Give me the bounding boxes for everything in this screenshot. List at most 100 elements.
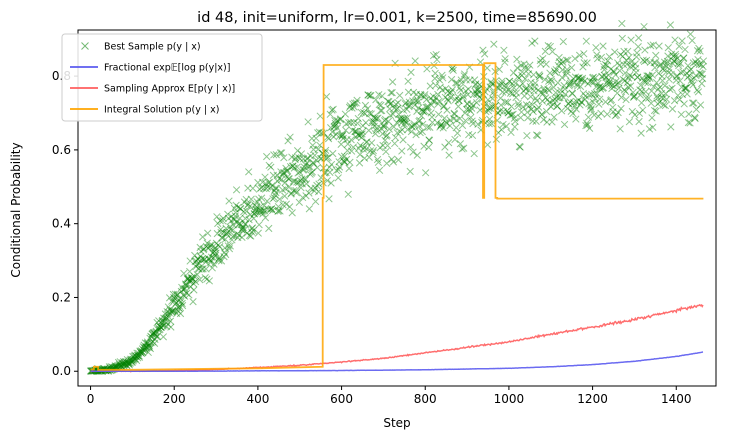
scatter-point <box>391 139 399 148</box>
scatter-point <box>383 131 391 139</box>
scatter-point <box>210 247 219 255</box>
scatter-point <box>356 141 365 150</box>
scatter-point <box>685 67 694 75</box>
scatter-point <box>420 142 428 150</box>
scatter-point <box>524 70 533 78</box>
scatter-point <box>423 65 431 73</box>
scatter-point <box>158 316 167 325</box>
scatter-point <box>614 78 623 87</box>
scatter-point <box>386 111 395 120</box>
scatter-point <box>278 186 287 194</box>
scatter-point <box>635 109 644 117</box>
scatter-point <box>165 294 174 302</box>
scatter-point <box>176 294 184 302</box>
scatter-point <box>425 136 433 144</box>
scatter-point <box>274 203 283 211</box>
scatter-point <box>170 306 179 315</box>
scatter-point <box>287 190 295 198</box>
scatter-point <box>360 143 368 152</box>
scatter-point <box>410 120 419 128</box>
scatter-point <box>538 110 546 119</box>
scatter-point <box>333 117 341 125</box>
scatter-point <box>457 86 465 94</box>
scatter-point <box>436 83 444 91</box>
scatter-point <box>213 229 221 238</box>
scatter-point <box>426 123 434 132</box>
scatter-point <box>637 81 645 89</box>
scatter-point <box>553 102 561 110</box>
scatter-point <box>404 126 412 134</box>
scatter-point <box>252 203 261 211</box>
scatter-point <box>138 347 146 356</box>
scatter-point <box>532 117 540 125</box>
scatter-point <box>240 198 249 206</box>
x-tick-label: 0 <box>87 392 95 406</box>
scatter-point <box>195 265 203 273</box>
scatter-point <box>331 116 339 125</box>
scatter-point <box>127 358 136 366</box>
scatter-point <box>420 93 429 101</box>
scatter-point <box>361 101 370 110</box>
scatter-point <box>506 111 514 119</box>
series-best-sample <box>86 19 708 375</box>
scatter-point <box>424 143 433 151</box>
scatter-point <box>309 145 318 154</box>
scatter-point <box>568 64 576 72</box>
y-axis-label: Conditional Probability <box>9 142 23 277</box>
scatter-point <box>219 214 227 222</box>
scatter-point <box>565 100 573 108</box>
scatter-point <box>630 92 638 100</box>
scatter-point <box>475 93 483 101</box>
scatter-point <box>553 102 562 110</box>
scatter-point <box>416 128 424 137</box>
scatter-point <box>447 75 456 84</box>
scatter-point <box>668 84 676 92</box>
scatter-point <box>173 309 181 318</box>
scatter-point <box>609 103 617 112</box>
scatter-point <box>602 73 610 81</box>
scatter-point <box>576 82 585 91</box>
scatter-point <box>695 60 703 69</box>
scatter-point <box>584 113 593 121</box>
scatter-point <box>440 102 448 110</box>
scatter-point <box>550 83 558 91</box>
scatter-point <box>287 189 296 197</box>
scatter-point <box>234 233 242 242</box>
scatter-point <box>252 205 260 213</box>
scatter-point <box>629 88 637 97</box>
scatter-point <box>383 141 392 150</box>
scatter-point <box>247 228 256 236</box>
scatter-point <box>380 123 388 131</box>
scatter-point <box>217 225 225 234</box>
scatter-point <box>232 201 240 209</box>
scatter-point <box>185 291 193 299</box>
scatter-point <box>389 158 398 166</box>
scatter-point <box>533 105 542 113</box>
scatter-point <box>213 213 221 221</box>
scatter-point <box>303 159 311 167</box>
scatter-point <box>441 143 449 151</box>
scatter-point <box>452 124 460 132</box>
scatter-point <box>396 91 404 100</box>
scatter-point <box>149 338 157 346</box>
scatter-point <box>229 233 237 241</box>
scatter-point <box>680 100 688 108</box>
scatter-point <box>656 61 665 69</box>
scatter-point <box>673 72 681 81</box>
scatter-point <box>344 140 352 148</box>
scatter-point <box>603 57 612 65</box>
scatter-point <box>540 87 549 95</box>
scatter-point <box>518 68 526 76</box>
scatter-point <box>413 107 421 115</box>
scatter-point <box>598 73 606 81</box>
scatter-point <box>193 260 201 269</box>
scatter-point <box>548 118 556 126</box>
scatter-point <box>399 106 408 114</box>
scatter-point <box>677 68 685 77</box>
scatter-point <box>675 61 683 70</box>
scatter-point <box>344 190 352 198</box>
scatter-point <box>544 85 552 93</box>
scatter-point <box>511 79 520 87</box>
scatter-point <box>220 253 228 261</box>
